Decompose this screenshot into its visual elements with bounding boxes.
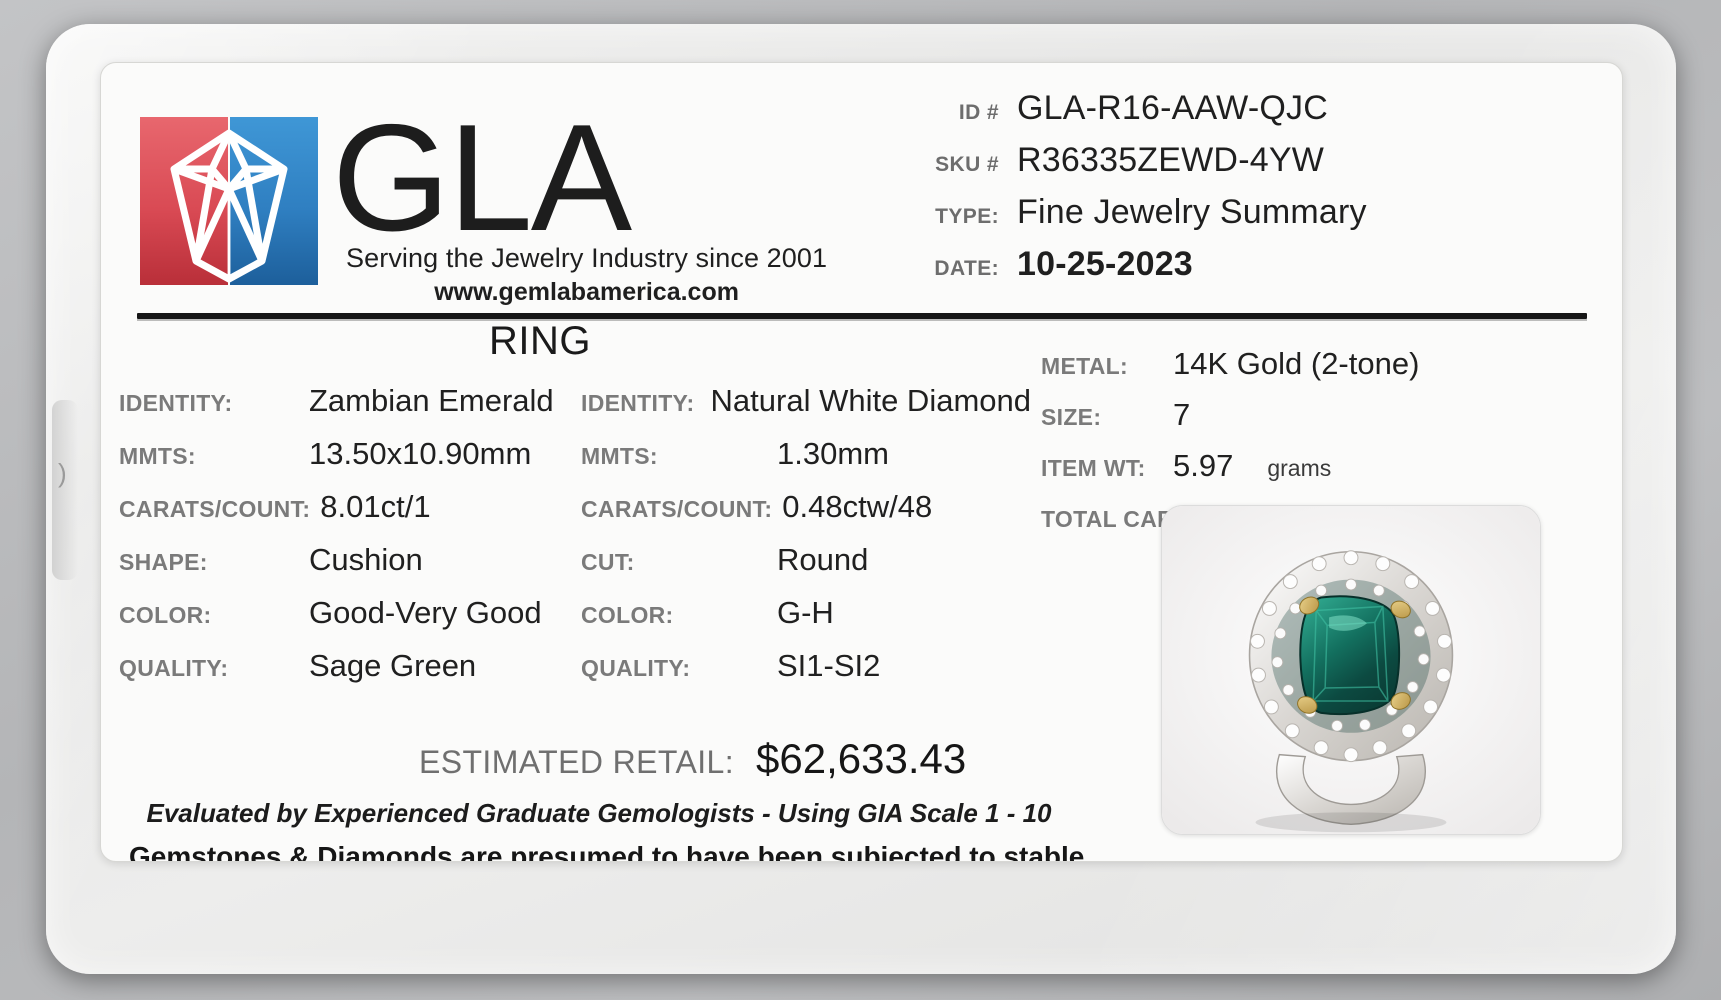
gem-identity-label: IDENTITY: xyxy=(119,390,233,416)
metal-value: 14K Gold (2-tone) xyxy=(1173,346,1420,381)
dia-row-cut: CUT: Round xyxy=(581,542,1031,578)
dia-mmts-value: 1.30mm xyxy=(777,436,889,471)
gemstone-details-column: IDENTITY: Zambian Emerald MMTS: 13.50x10… xyxy=(113,383,583,701)
metal-details-column: METAL: 14K Gold (2-tone) SIZE: 7 ITEM WT… xyxy=(1041,346,1511,550)
dia-row-carats: CARATS/COUNT: 0.48ctw/48 xyxy=(581,489,1031,525)
gem-mmts-label: MMTS: xyxy=(119,443,196,469)
header-divider xyxy=(137,313,1587,321)
meta-row-size: SIZE: 7 xyxy=(1041,397,1511,433)
brand-tagline: Serving the Jewelry Industry since 2001 xyxy=(346,243,828,273)
gem-color-label: COLOR: xyxy=(119,602,212,628)
brand-wordmark-block: GLA Serving the Jewelry Industry since 2… xyxy=(332,93,828,307)
gem-row-mmts: MMTS: 13.50x10.90mm xyxy=(113,436,583,472)
brand-name: GLA xyxy=(332,93,632,263)
gem-row-identity: IDENTITY: Zambian Emerald xyxy=(113,383,583,419)
meta-row-metal: METAL: 14K Gold (2-tone) xyxy=(1041,346,1511,382)
item-wt-value: 5.97 xyxy=(1173,448,1234,483)
type-value: Fine Jewelry Summary xyxy=(1017,193,1367,231)
dia-carats-label: CARATS/COUNT: xyxy=(581,496,773,522)
gla-diamond-logo-icon xyxy=(140,117,318,285)
metal-label: METAL: xyxy=(1041,353,1128,379)
gem-quality-value: Sage Green xyxy=(309,648,477,683)
size-value: 7 xyxy=(1173,397,1191,432)
brand-logo: GLA Serving the Jewelry Industry since 2… xyxy=(134,102,827,307)
sku-label: SKU # xyxy=(935,153,999,176)
dia-cut-value: Round xyxy=(777,542,869,577)
gem-row-color: COLOR: Good-Very Good xyxy=(113,595,583,631)
retail-value: $62,633.43 xyxy=(756,735,967,782)
estimated-retail: ESTIMATED RETAIL: $62,633.43 xyxy=(419,735,966,783)
gem-row-carats: CARATS/COUNT: 8.01ct/1 xyxy=(113,489,583,525)
dia-identity-value: Natural White Diamond xyxy=(710,383,1031,418)
certificate-card: GLA Serving the Jewelry Industry since 2… xyxy=(100,62,1623,862)
gem-identity-value: Zambian Emerald xyxy=(309,383,554,418)
id-label: ID # xyxy=(958,101,999,124)
gem-row-shape: SHAPE: Cushion xyxy=(113,542,583,578)
dia-identity-label: IDENTITY: xyxy=(581,390,695,416)
gem-shape-label: SHAPE: xyxy=(119,549,208,575)
disclaimer-line-1: Gemstones & Diamonds are presumed to hav… xyxy=(129,841,1093,862)
gem-carats-label: CARATS/COUNT: xyxy=(119,496,311,522)
page-title: RING xyxy=(489,319,591,363)
retail-label: ESTIMATED RETAIL: xyxy=(419,744,734,780)
size-label: SIZE: xyxy=(1041,404,1102,430)
gem-color-value: Good-Very Good xyxy=(309,595,542,630)
header-field-sku: SKU # R36335ZEWD-4YW xyxy=(911,141,1367,180)
header-id-fields: ID # GLA-R16-AAW-QJC SKU # R36335ZEWD-4Y… xyxy=(911,89,1367,297)
pouch-edge-shadow xyxy=(52,400,78,580)
gem-row-quality: QUALITY: Sage Green xyxy=(113,648,583,684)
date-value: 10-25-2023 xyxy=(1017,245,1193,283)
header-field-type: TYPE: Fine Jewelry Summary xyxy=(911,193,1367,232)
dia-row-quality: QUALITY: SI1-SI2 xyxy=(581,648,1031,684)
item-wt-unit: grams xyxy=(1267,455,1332,481)
dia-carats-value: 0.48ctw/48 xyxy=(782,489,933,524)
dia-row-mmts: MMTS: 1.30mm xyxy=(581,436,1031,472)
date-label: DATE: xyxy=(934,257,999,280)
sku-value: R36335ZEWD-4YW xyxy=(1017,141,1324,179)
gem-carats-value: 8.01ct/1 xyxy=(320,489,431,524)
disclaimer-evaluation-line: Evaluated by Experienced Graduate Gemolo… xyxy=(146,798,1052,828)
dia-quality-label: QUALITY: xyxy=(581,655,691,681)
certificate-header: GLA Serving the Jewelry Industry since 2… xyxy=(101,63,1622,313)
dia-row-color: COLOR: G-H xyxy=(581,595,1031,631)
type-label: TYPE: xyxy=(935,205,999,228)
meta-row-item-weight: ITEM WT: 5.97 grams xyxy=(1041,448,1511,484)
ring-photo-frame xyxy=(1161,505,1541,835)
brand-website: www.gemlabamerica.com xyxy=(434,278,739,306)
gem-quality-label: QUALITY: xyxy=(119,655,229,681)
dia-cut-label: CUT: xyxy=(581,549,635,575)
item-wt-label: ITEM WT: xyxy=(1041,455,1146,481)
dia-color-value: G-H xyxy=(777,595,834,630)
header-field-id: ID # GLA-R16-AAW-QJC xyxy=(911,89,1367,128)
gem-shape-value: Cushion xyxy=(309,542,423,577)
pouch-notch-mark: ) xyxy=(58,458,67,488)
dia-quality-value: SI1-SI2 xyxy=(777,648,881,683)
id-value: GLA-R16-AAW-QJC xyxy=(1017,89,1328,127)
dia-row-identity: IDENTITY: Natural White Diamond xyxy=(581,383,1031,419)
dia-color-label: COLOR: xyxy=(581,602,674,628)
disclaimer-block: Evaluated by Experienced Graduate Gemolo… xyxy=(123,798,1613,862)
header-field-date: DATE: 10-25-2023 xyxy=(911,245,1367,284)
dia-mmts-label: MMTS: xyxy=(581,443,658,469)
gem-mmts-value: 13.50x10.90mm xyxy=(309,436,532,471)
ring-photo-image xyxy=(1162,506,1540,834)
diamond-details-column: IDENTITY: Natural White Diamond MMTS: 1.… xyxy=(581,383,1031,701)
